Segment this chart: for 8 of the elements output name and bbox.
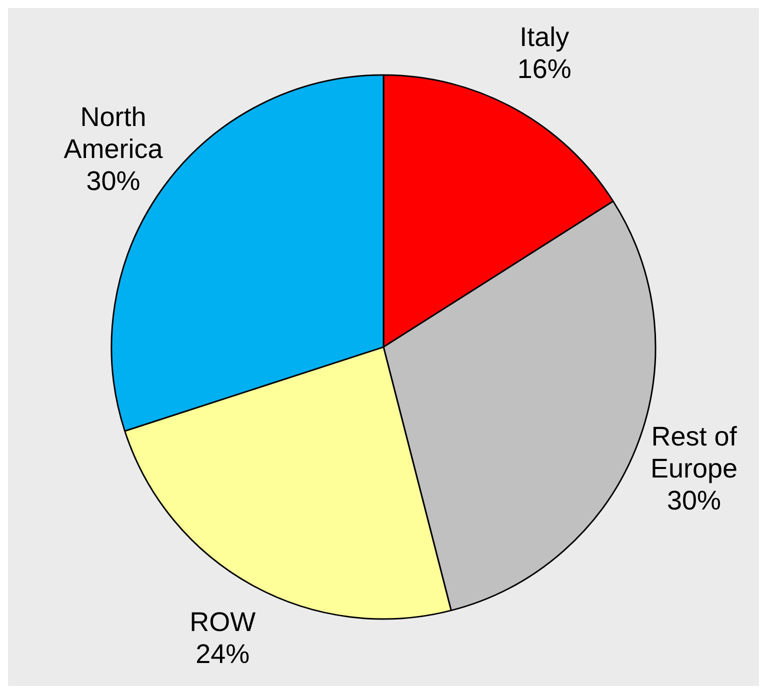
data-label: 30% — [86, 166, 140, 196]
slice-label: North America — [64, 102, 164, 164]
data-label: 30% — [667, 485, 722, 516]
slice-label: Rest of Europe — [650, 421, 738, 484]
slice-label: Italy — [520, 22, 570, 52]
data-label: 24% — [196, 639, 250, 670]
data-label: 16% — [517, 54, 572, 84]
slice-label: ROW — [190, 607, 256, 638]
